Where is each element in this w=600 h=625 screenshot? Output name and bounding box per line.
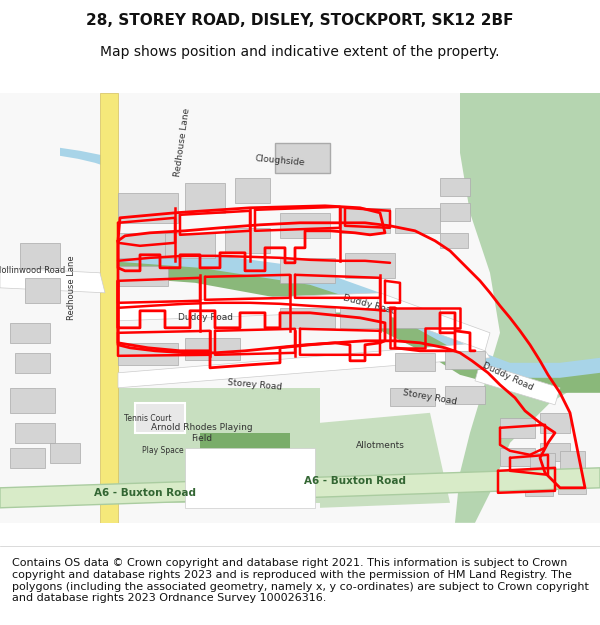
Text: Allotments: Allotments — [356, 441, 404, 450]
Bar — [345, 253, 395, 278]
Text: Duddy Road: Duddy Road — [342, 293, 398, 316]
Polygon shape — [0, 468, 600, 508]
Bar — [340, 308, 390, 328]
Polygon shape — [200, 432, 290, 492]
Polygon shape — [118, 292, 385, 321]
Bar — [540, 442, 570, 461]
Text: A6 - Buxton Road: A6 - Buxton Road — [94, 488, 196, 498]
Bar — [118, 192, 178, 222]
Bar — [20, 242, 60, 268]
Text: Hollinwood Road: Hollinwood Road — [0, 266, 65, 275]
Bar — [440, 202, 470, 221]
Polygon shape — [0, 268, 105, 292]
Bar — [15, 352, 50, 372]
Bar — [25, 278, 60, 302]
Bar — [500, 418, 535, 437]
Bar — [100, 92, 118, 522]
Bar — [185, 338, 240, 360]
Bar — [165, 232, 215, 258]
Polygon shape — [100, 261, 600, 393]
Polygon shape — [118, 388, 320, 502]
Bar — [395, 352, 435, 371]
Text: Redhouse Lane: Redhouse Lane — [67, 256, 77, 320]
Bar — [235, 177, 270, 202]
Bar — [525, 478, 553, 496]
Bar — [118, 232, 173, 258]
Polygon shape — [135, 402, 185, 432]
Bar — [15, 422, 55, 442]
Bar — [395, 308, 440, 328]
Bar — [10, 388, 55, 412]
Bar — [118, 266, 168, 286]
Text: Arnold Rhodes Playing
Field: Arnold Rhodes Playing Field — [151, 423, 253, 442]
Polygon shape — [475, 362, 560, 405]
Bar — [395, 208, 440, 232]
Bar — [440, 232, 468, 248]
Bar — [10, 448, 45, 468]
Text: Storey Road: Storey Road — [402, 389, 458, 407]
Bar — [225, 228, 270, 253]
Text: Duddy Road: Duddy Road — [178, 313, 233, 322]
Polygon shape — [100, 248, 600, 382]
Bar — [280, 258, 335, 282]
Polygon shape — [375, 292, 490, 351]
Bar — [280, 308, 335, 328]
Text: A6 - Buxton Road: A6 - Buxton Road — [304, 476, 406, 486]
Text: Storey Road: Storey Road — [227, 378, 283, 392]
Polygon shape — [455, 92, 600, 522]
Bar — [50, 442, 80, 462]
Text: 28, STOREY ROAD, DISLEY, STOCKPORT, SK12 2BF: 28, STOREY ROAD, DISLEY, STOCKPORT, SK12… — [86, 12, 514, 28]
Text: Map shows position and indicative extent of the property.: Map shows position and indicative extent… — [100, 45, 500, 59]
Text: Redhouse Lane: Redhouse Lane — [173, 108, 191, 177]
Bar — [540, 412, 570, 432]
Bar — [530, 452, 555, 472]
Text: Contains OS data © Crown copyright and database right 2021. This information is : Contains OS data © Crown copyright and d… — [12, 558, 589, 603]
Bar — [558, 476, 586, 494]
Polygon shape — [275, 142, 330, 172]
Bar — [500, 448, 535, 466]
Text: Cloughside: Cloughside — [254, 154, 305, 168]
Bar — [440, 177, 470, 196]
Bar — [340, 208, 390, 232]
Bar — [185, 448, 315, 508]
Bar — [10, 322, 50, 342]
Bar — [560, 451, 585, 471]
Polygon shape — [60, 148, 115, 168]
Text: Play Space: Play Space — [142, 446, 184, 455]
Bar — [445, 351, 485, 369]
Bar — [185, 182, 225, 213]
Bar — [280, 213, 330, 238]
Polygon shape — [510, 92, 600, 292]
Text: Duddy Road: Duddy Road — [481, 361, 535, 392]
Bar — [445, 386, 485, 404]
Polygon shape — [320, 412, 450, 508]
Polygon shape — [118, 342, 490, 388]
Bar — [118, 342, 178, 365]
Text: Tennis Court: Tennis Court — [124, 414, 172, 422]
Bar — [390, 388, 435, 406]
